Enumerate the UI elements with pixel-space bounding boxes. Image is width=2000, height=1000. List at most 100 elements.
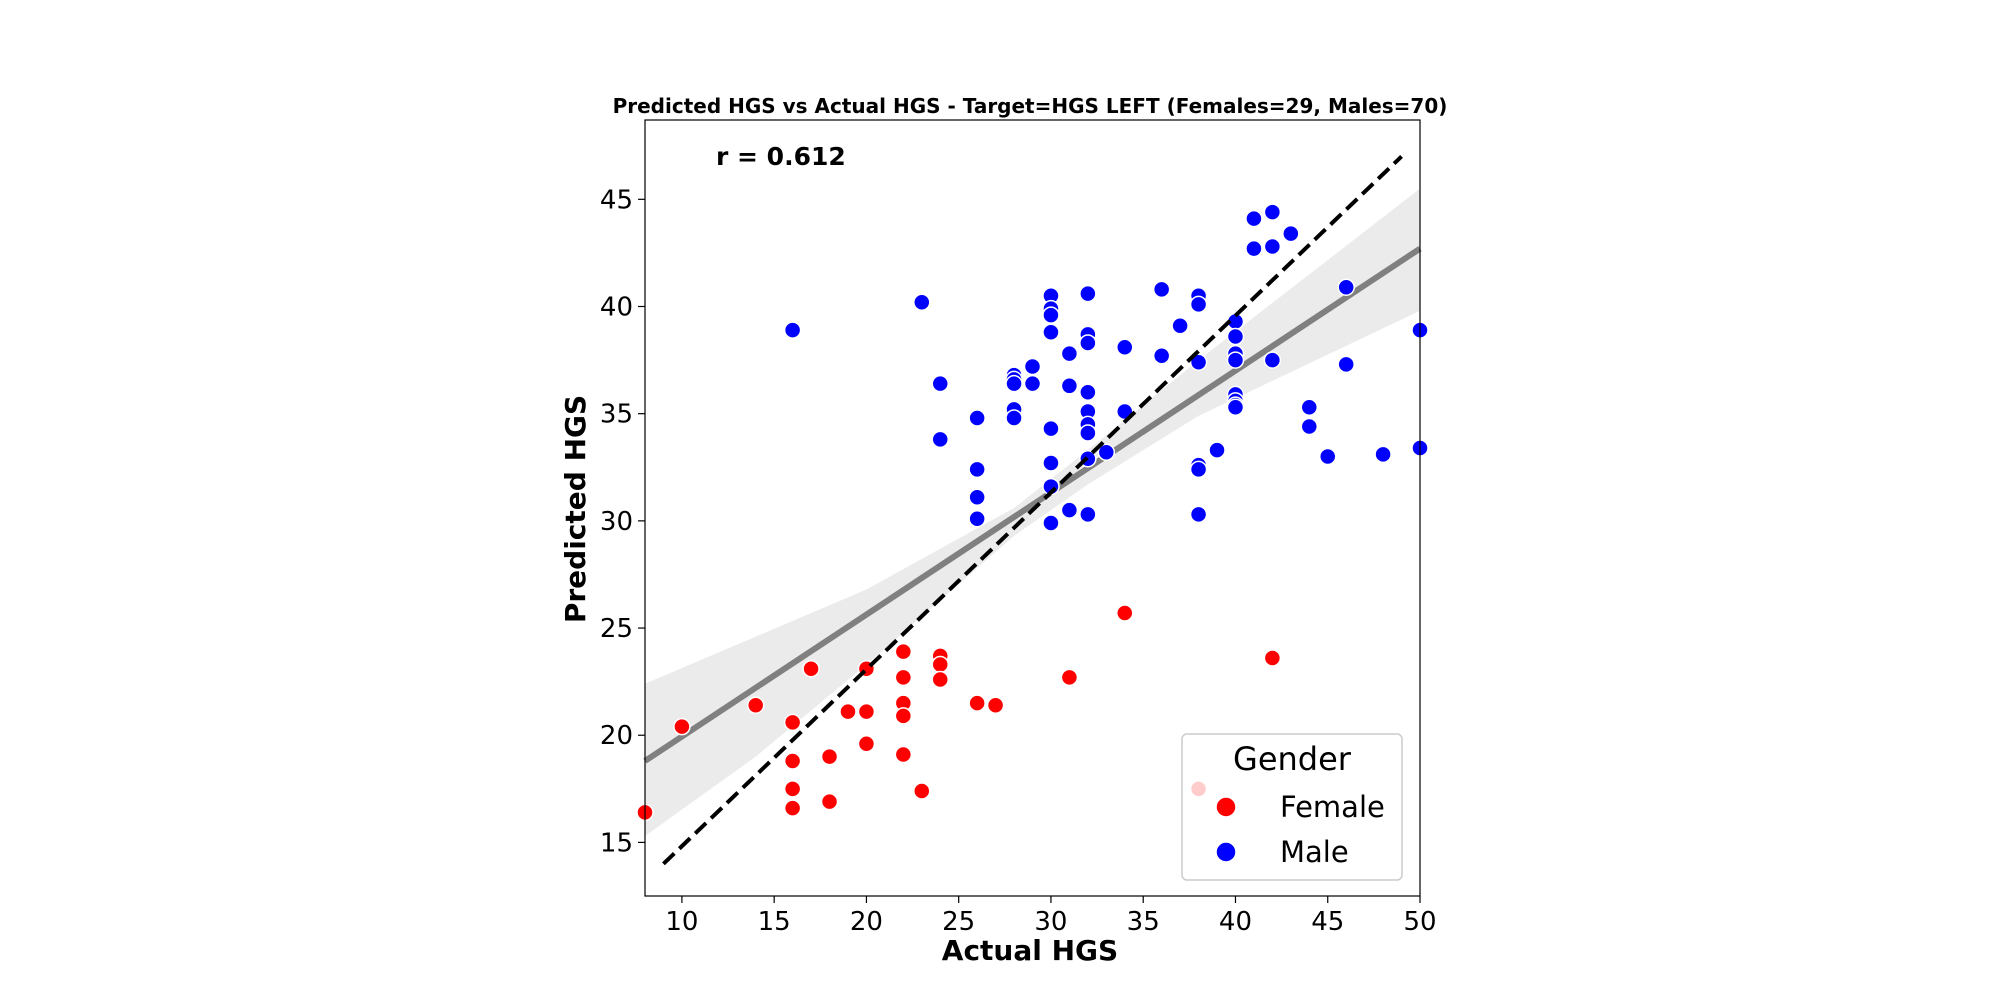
male-point <box>1189 295 1208 314</box>
male-point <box>968 409 986 427</box>
x-tick-label: 50 <box>1403 907 1436 937</box>
male-point <box>1337 355 1355 374</box>
legend-female-label: Female <box>1280 790 1385 824</box>
x-axis-ticks: 10 15 20 25 30 35 40 45 50 <box>665 896 1437 937</box>
x-tick-label: 20 <box>850 907 883 937</box>
male-point <box>968 509 986 528</box>
identity-line <box>662 154 1403 866</box>
legend-male-marker <box>1215 841 1237 863</box>
male-point <box>931 374 949 393</box>
female-point <box>839 702 857 721</box>
identity-line-layer <box>662 154 1403 866</box>
y-tick-label: 15 <box>600 828 633 858</box>
male-point <box>1263 351 1282 369</box>
male-point <box>968 460 986 479</box>
y-tick-label: 30 <box>600 507 633 537</box>
male-point <box>1171 317 1189 335</box>
male-point <box>1079 505 1097 524</box>
male-point <box>1374 445 1392 464</box>
female-point <box>857 702 876 721</box>
female-point <box>931 670 949 689</box>
male-point <box>1189 505 1208 524</box>
male-point <box>1005 374 1023 393</box>
x-tick-label: 10 <box>665 907 698 937</box>
male-point <box>1152 280 1171 299</box>
male-point <box>1318 447 1337 466</box>
y-axis-ticks: 15 20 25 30 35 40 45 <box>600 185 645 858</box>
x-tick-label: 35 <box>1127 907 1160 937</box>
female-point <box>1060 668 1079 687</box>
male-point <box>1023 374 1042 393</box>
female-point <box>894 745 913 764</box>
male-point <box>1263 237 1282 256</box>
male-point <box>1079 284 1097 303</box>
legend-male-label: Male <box>1280 835 1349 869</box>
x-axis-label: Actual HGS <box>942 934 1118 967</box>
male-point <box>1226 351 1245 369</box>
x-tick-label: 30 <box>1034 907 1067 937</box>
male-point <box>1060 344 1079 363</box>
correlation-annotation: r = 0.612 <box>716 142 846 171</box>
x-tick-label: 15 <box>758 907 791 937</box>
regression-line-layer <box>643 246 1422 764</box>
male-point <box>1042 306 1060 324</box>
female-point <box>894 668 913 687</box>
male-point <box>1208 441 1226 459</box>
male-point <box>1042 454 1060 472</box>
male-point <box>1282 224 1300 243</box>
female-point <box>968 694 986 712</box>
male-point <box>1245 209 1263 228</box>
y-tick-label: 25 <box>600 614 633 644</box>
x-tick-label: 25 <box>942 907 975 937</box>
female-point <box>1116 604 1134 622</box>
female-point <box>783 752 802 770</box>
male-point <box>1079 383 1097 401</box>
male-point <box>1005 409 1023 427</box>
male-point <box>1097 443 1116 462</box>
female-point <box>673 717 691 736</box>
male-point <box>931 430 949 449</box>
female-point <box>746 696 765 714</box>
legend: Gender Female Male <box>1181 733 1403 881</box>
regression-line <box>643 246 1422 764</box>
female-point <box>783 713 802 732</box>
male-point <box>1079 424 1097 442</box>
female-point <box>894 707 913 725</box>
x-tick-label: 45 <box>1311 907 1344 937</box>
female-point <box>986 696 1005 714</box>
female-point <box>783 780 802 798</box>
male-point <box>1245 239 1263 258</box>
y-tick-label: 40 <box>600 292 633 322</box>
legend-title: Gender <box>1233 740 1352 778</box>
male-point <box>1189 460 1208 479</box>
male-point <box>1042 514 1060 532</box>
male-point <box>1226 327 1245 346</box>
male-point <box>783 321 802 339</box>
y-tick-label: 45 <box>600 185 633 215</box>
male-point <box>1042 323 1060 341</box>
y-tick-label: 35 <box>600 400 633 430</box>
male-point <box>1042 419 1060 438</box>
male-point <box>1263 203 1282 221</box>
x-tick-label: 40 <box>1219 907 1252 937</box>
male-point <box>913 293 931 311</box>
male-point <box>1226 398 1245 416</box>
legend-female-marker <box>1215 796 1237 818</box>
male-point <box>1079 334 1097 352</box>
legend-box <box>1181 733 1403 881</box>
female-point <box>894 642 913 661</box>
male-point <box>1060 377 1079 395</box>
chart-title: Predicted HGS vs Actual HGS - Target=HGS… <box>613 94 1448 118</box>
male-point <box>1116 338 1134 356</box>
male-point <box>1023 357 1042 376</box>
male-point <box>1152 347 1171 365</box>
plot-frame <box>644 119 1421 897</box>
female-point <box>820 792 839 811</box>
male-point <box>1300 417 1319 436</box>
male-point <box>1300 398 1319 416</box>
female-point <box>857 735 876 753</box>
male-point <box>1337 278 1355 296</box>
male-point <box>968 488 986 507</box>
female-point <box>931 655 949 674</box>
